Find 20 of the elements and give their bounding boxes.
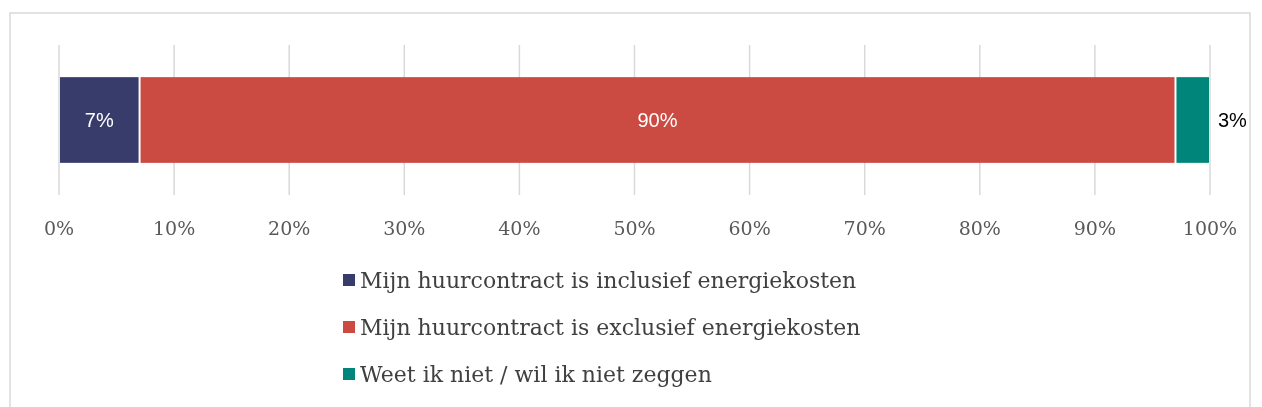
x-tick-label: 20% <box>268 216 311 239</box>
x-tick-label: 30% <box>383 216 426 239</box>
bar <box>60 77 139 163</box>
legend-label: Weet ik niet / wil ik niet zeggen <box>360 361 712 387</box>
x-tick-label: 80% <box>958 216 1001 239</box>
x-tick-label: 0% <box>43 216 75 239</box>
data-label: 90% <box>637 109 678 131</box>
x-tick-label: 40% <box>498 216 541 239</box>
x-tick-label: 60% <box>728 216 771 239</box>
bar <box>1176 77 1209 163</box>
x-tick-label: 70% <box>843 216 886 239</box>
x-tick-label: 10% <box>152 216 196 239</box>
x-tick-label: 50% <box>613 216 656 239</box>
legend-label: Mijn huurcontract is exclusief energiekosten <box>360 314 861 340</box>
data-label: 3% <box>1218 109 1248 131</box>
x-tick-label: 90% <box>1073 216 1117 239</box>
x-tick-label: 100% <box>1182 216 1238 239</box>
bar <box>140 77 1175 163</box>
data-label: 7% <box>84 109 114 131</box>
legend-label: Mijn huurcontract is inclusief energiekosten <box>360 267 857 293</box>
